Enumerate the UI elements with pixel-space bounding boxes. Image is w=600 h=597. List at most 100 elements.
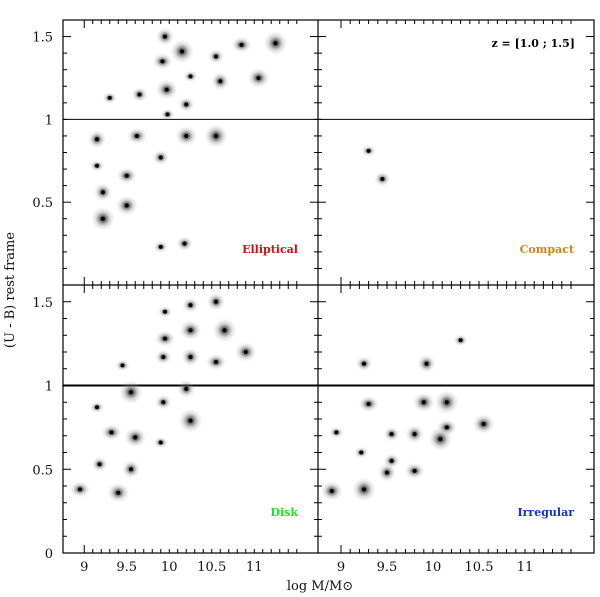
disk-galaxy-core (163, 309, 167, 314)
irregular-galaxy-core (444, 400, 449, 405)
disk-galaxy-core (161, 355, 166, 360)
elliptical-galaxy-core (158, 244, 163, 249)
irregular-galaxy-core (366, 401, 371, 406)
figure-frame (62, 19, 595, 554)
irregular-galaxy-core (389, 432, 394, 437)
elliptical-galaxy-core (256, 75, 261, 80)
morphology-labels: Elliptical Compact Disk Irregular (242, 243, 575, 519)
elliptical-galaxy-core (239, 42, 244, 47)
disk-galaxy-core (97, 462, 102, 467)
disk-galaxy-core (243, 350, 248, 354)
elliptical-galaxy-core (134, 133, 139, 138)
elliptical-galaxy-core (137, 92, 142, 97)
disk-galaxy-core (109, 430, 114, 435)
disk-galaxy-core (129, 390, 133, 395)
irregular-galaxy-core (385, 470, 389, 475)
disk-galaxy-core (188, 355, 193, 360)
elliptical-galaxy-core (158, 155, 163, 160)
compact-panel-label: Compact (520, 243, 575, 256)
y-axis-label: (U - B) rest frame (3, 232, 18, 348)
x-tick-label: 10 (161, 560, 178, 575)
elliptical-galaxy-core (95, 137, 99, 142)
irregular-galaxy-core (481, 422, 486, 427)
x-axis-label: log M/M⊙ (287, 579, 353, 594)
disk-galaxy-core (129, 467, 133, 472)
compact-galaxy-core (366, 148, 371, 153)
compact-galaxy-core (380, 177, 385, 181)
elliptical-galaxy-core (218, 79, 223, 84)
elliptical-galaxy-core (184, 102, 189, 107)
y-tick-label: 1.5 (32, 31, 53, 46)
tick-marks (63, 19, 594, 554)
irregular-panel-label: Irregular (517, 506, 574, 519)
irregular-galaxy-core (334, 430, 339, 435)
irregular-galaxy-core (329, 489, 334, 494)
disk-galaxy-core (222, 328, 227, 333)
elliptical-galaxy-core (188, 74, 193, 79)
elliptical-galaxy-core (182, 241, 187, 246)
irregular-galaxy-core (458, 338, 463, 343)
x-tick-label: 11 (517, 560, 534, 575)
irregular-galaxy-core (359, 450, 364, 455)
elliptical-galaxy-core (184, 133, 189, 138)
y-tick-label: 1 (45, 113, 53, 128)
irregular-galaxy-core (421, 400, 426, 405)
disk-galaxy-core (188, 328, 193, 333)
y-tick-label: 0.5 (32, 196, 53, 211)
x-tick-label: 9.5 (377, 560, 398, 575)
x-tick-label: 10 (425, 560, 442, 575)
elliptical-galaxy-core (164, 87, 169, 92)
disk-galaxy-core (95, 405, 99, 410)
irregular-galaxy-core (438, 437, 443, 442)
y-tick-label: 1.5 (32, 296, 53, 311)
disk-galaxy-core (188, 418, 193, 423)
elliptical-galaxy-core (160, 59, 165, 64)
disk-galaxy-core (214, 299, 218, 304)
elliptical-galaxy-core (100, 190, 105, 195)
irregular-galaxy-core (412, 468, 417, 473)
elliptical-galaxy-core (214, 133, 218, 138)
disk-galaxy-core (161, 400, 166, 405)
disk-galaxy-core (120, 363, 125, 368)
x-tick-label: 11 (246, 560, 263, 575)
elliptical-galaxy-core (165, 112, 170, 117)
elliptical-galaxy-core (273, 41, 278, 46)
irregular-galaxy-core (362, 487, 366, 492)
disk-galaxy-core (133, 435, 138, 440)
disk-galaxy-core (163, 336, 167, 341)
elliptical-galaxy-core (180, 49, 184, 54)
irregular-galaxy-core (424, 361, 429, 366)
disk-galaxy-core (188, 303, 193, 308)
elliptical-galaxy-core (100, 216, 105, 221)
irregular-galaxy-core (412, 432, 417, 437)
elliptical-galaxy-core (214, 54, 218, 59)
elliptical-panel-label: Elliptical (242, 243, 298, 256)
irregular-galaxy-core (362, 361, 366, 366)
elliptical-galaxy-core (107, 95, 112, 100)
x-tick-label: 9.5 (116, 560, 137, 575)
elliptical-galaxy-core (124, 173, 129, 178)
redshift-annotation: z = [1.0 ; 1.5] (491, 37, 575, 50)
elliptical-galaxy-core (124, 203, 129, 208)
galaxy-points (70, 27, 495, 503)
irregular-galaxy-core (389, 458, 394, 463)
divider-lines (63, 118, 594, 387)
elliptical-galaxy-core (163, 34, 167, 39)
y-tick-label: 0.5 (32, 463, 53, 478)
disk-panel-label: Disk (270, 506, 298, 519)
disk-galaxy-core (116, 490, 121, 495)
elliptical-galaxy-core (95, 163, 99, 168)
x-tick-label: 9 (337, 560, 345, 575)
x-tick-label: 10.5 (197, 560, 226, 575)
tick-labels: 0.5 1 1.5 0 0.5 1 1.5 9 9.5 10 10.5 11 9 9.5 10 10.5 11 (32, 31, 533, 575)
y-tick-label: 1 (45, 380, 53, 395)
disk-galaxy-core (214, 360, 218, 365)
irregular-galaxy-core (444, 425, 449, 430)
disk-galaxy-core (78, 487, 82, 492)
x-tick-label: 10.5 (465, 560, 494, 575)
panel-frames (62, 19, 595, 554)
y-tick-label: 0 (45, 547, 53, 562)
disk-galaxy-core (184, 386, 189, 391)
disk-galaxy-core (158, 440, 163, 445)
